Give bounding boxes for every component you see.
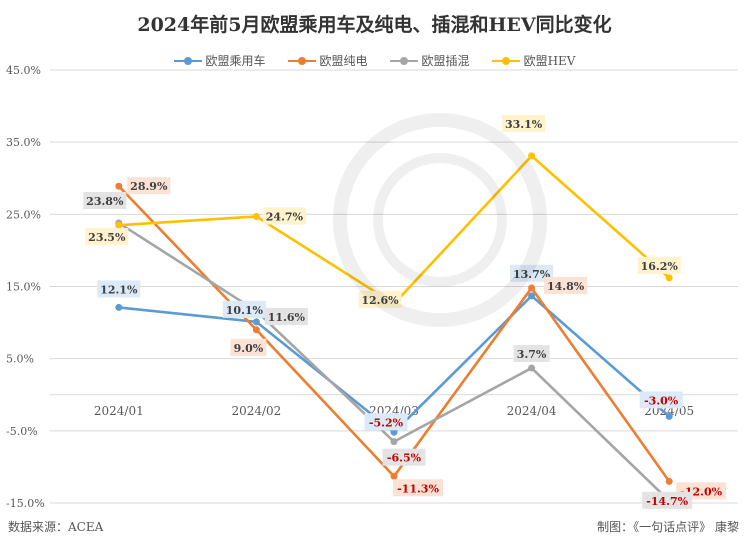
data-label: -11.3%	[397, 482, 439, 495]
data-label-bg	[393, 479, 443, 497]
data-label: 3.7%	[517, 348, 547, 361]
legend-swatch	[491, 55, 520, 67]
y-tick-label: 45.0%	[6, 64, 41, 77]
legend-label: 欧盟乘用车	[205, 54, 266, 68]
data-point	[528, 152, 536, 160]
data-label: -14.7%	[646, 495, 688, 508]
data-label: 24.7%	[266, 210, 304, 223]
data-label-bg	[382, 448, 426, 466]
data-point	[665, 412, 673, 420]
chart-credit: 制图：《一句话点评》 康黎	[597, 520, 739, 534]
data-label-bg	[502, 114, 546, 132]
y-tick-label: 25.0%	[6, 208, 41, 221]
data-label: 23.5%	[88, 231, 126, 244]
chart-legend: 欧盟乘用车 欧盟纯电 欧盟插混 欧盟HEV	[0, 52, 749, 69]
data-label-bg	[85, 228, 129, 246]
x-tick-label: 2024/04	[507, 404, 557, 418]
legend-swatch	[389, 55, 418, 67]
data-point	[390, 438, 398, 446]
x-tick-label: 2024/01	[94, 404, 144, 418]
data-point	[252, 326, 260, 334]
chart-title: 2024年前5月欧盟乘用车及纯电、插混和HEV同比变化	[137, 14, 612, 36]
data-label: 11.6%	[268, 311, 306, 324]
y-tick-label: -15.0%	[6, 497, 45, 510]
y-tick-label: -5.0%	[6, 425, 38, 438]
legend-item: 欧盟插混	[389, 52, 470, 69]
data-point	[115, 182, 123, 190]
legend-label: 欧盟纯电	[319, 54, 368, 68]
data-label-bg	[642, 491, 693, 509]
data-label: 33.1%	[505, 118, 543, 131]
data-label-bg	[83, 191, 127, 209]
watermark-logo	[333, 113, 547, 327]
legend-item: 欧盟HEV	[491, 52, 576, 69]
data-label-bg	[230, 338, 267, 356]
data-label-bg	[127, 177, 171, 195]
y-tick-label: 15.0%	[6, 281, 41, 294]
data-label: -6.5%	[387, 452, 422, 465]
data-label: 14.8%	[547, 280, 585, 293]
data-label-bg	[510, 264, 554, 282]
legend-item: 欧盟乘用车	[173, 52, 266, 69]
data-label: -3.0%	[644, 394, 679, 407]
data-point	[390, 428, 398, 436]
legend-swatch	[173, 55, 202, 67]
data-label-bg	[544, 276, 588, 294]
data-point	[252, 212, 260, 220]
legend-item: 欧盟纯电	[287, 52, 368, 69]
data-point	[252, 318, 260, 326]
data-label: -5.2%	[369, 416, 404, 429]
data-point	[390, 472, 398, 480]
data-label-bg	[222, 300, 266, 318]
data-label-bg	[364, 413, 408, 431]
data-label-bg	[358, 290, 402, 308]
data-label-bg	[639, 391, 683, 409]
data-point	[528, 284, 536, 292]
data-label-bg	[513, 345, 550, 363]
data-point	[528, 364, 536, 372]
legend-swatch	[287, 55, 316, 67]
data-label: 12.6%	[361, 294, 399, 307]
legend-label: 欧盟插混	[421, 54, 470, 68]
data-label: 16.2%	[641, 260, 679, 273]
data-label: 23.8%	[86, 195, 124, 208]
data-point	[115, 303, 123, 311]
data-label: 10.1%	[226, 304, 264, 317]
data-label-bg	[97, 280, 141, 298]
data-point	[115, 221, 123, 229]
data-source-note: 数据来源：ACEA	[8, 520, 104, 534]
x-tick-label: 2024/02	[231, 404, 281, 418]
y-tick-label: 5.0%	[6, 353, 34, 366]
y-tick-label: 35.0%	[6, 136, 41, 149]
data-label-bg	[264, 308, 308, 326]
data-label: 28.9%	[130, 180, 168, 193]
data-point	[528, 292, 536, 300]
data-point	[665, 274, 673, 282]
data-label-bg	[262, 207, 306, 225]
data-label: 13.7%	[513, 268, 551, 281]
data-point	[665, 477, 673, 485]
legend-label: 欧盟HEV	[523, 54, 576, 68]
data-label: 9.0%	[234, 342, 264, 355]
data-label: 12.1%	[100, 283, 138, 296]
data-label-bg	[637, 256, 681, 274]
